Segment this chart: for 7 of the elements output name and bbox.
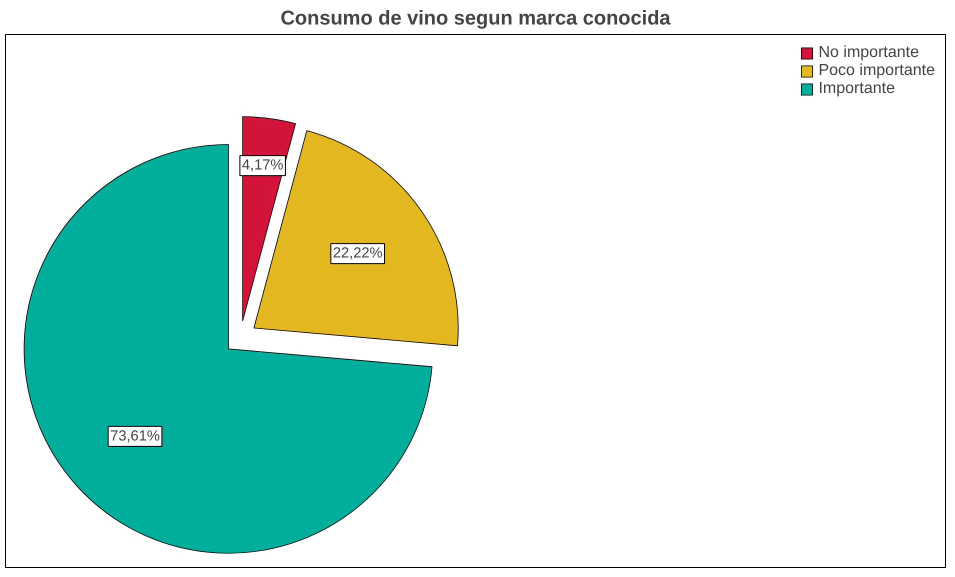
chart-title: Consumo de vino segun marca conocida xyxy=(280,8,672,30)
legend-label: Importante xyxy=(818,80,895,98)
data-label: 22,22% xyxy=(332,246,383,262)
legend-label: Poco importante xyxy=(818,62,935,80)
data-label: 4,17% xyxy=(242,158,284,174)
data-label: 73,61% xyxy=(110,428,160,444)
legend-label: No importante xyxy=(818,44,919,62)
